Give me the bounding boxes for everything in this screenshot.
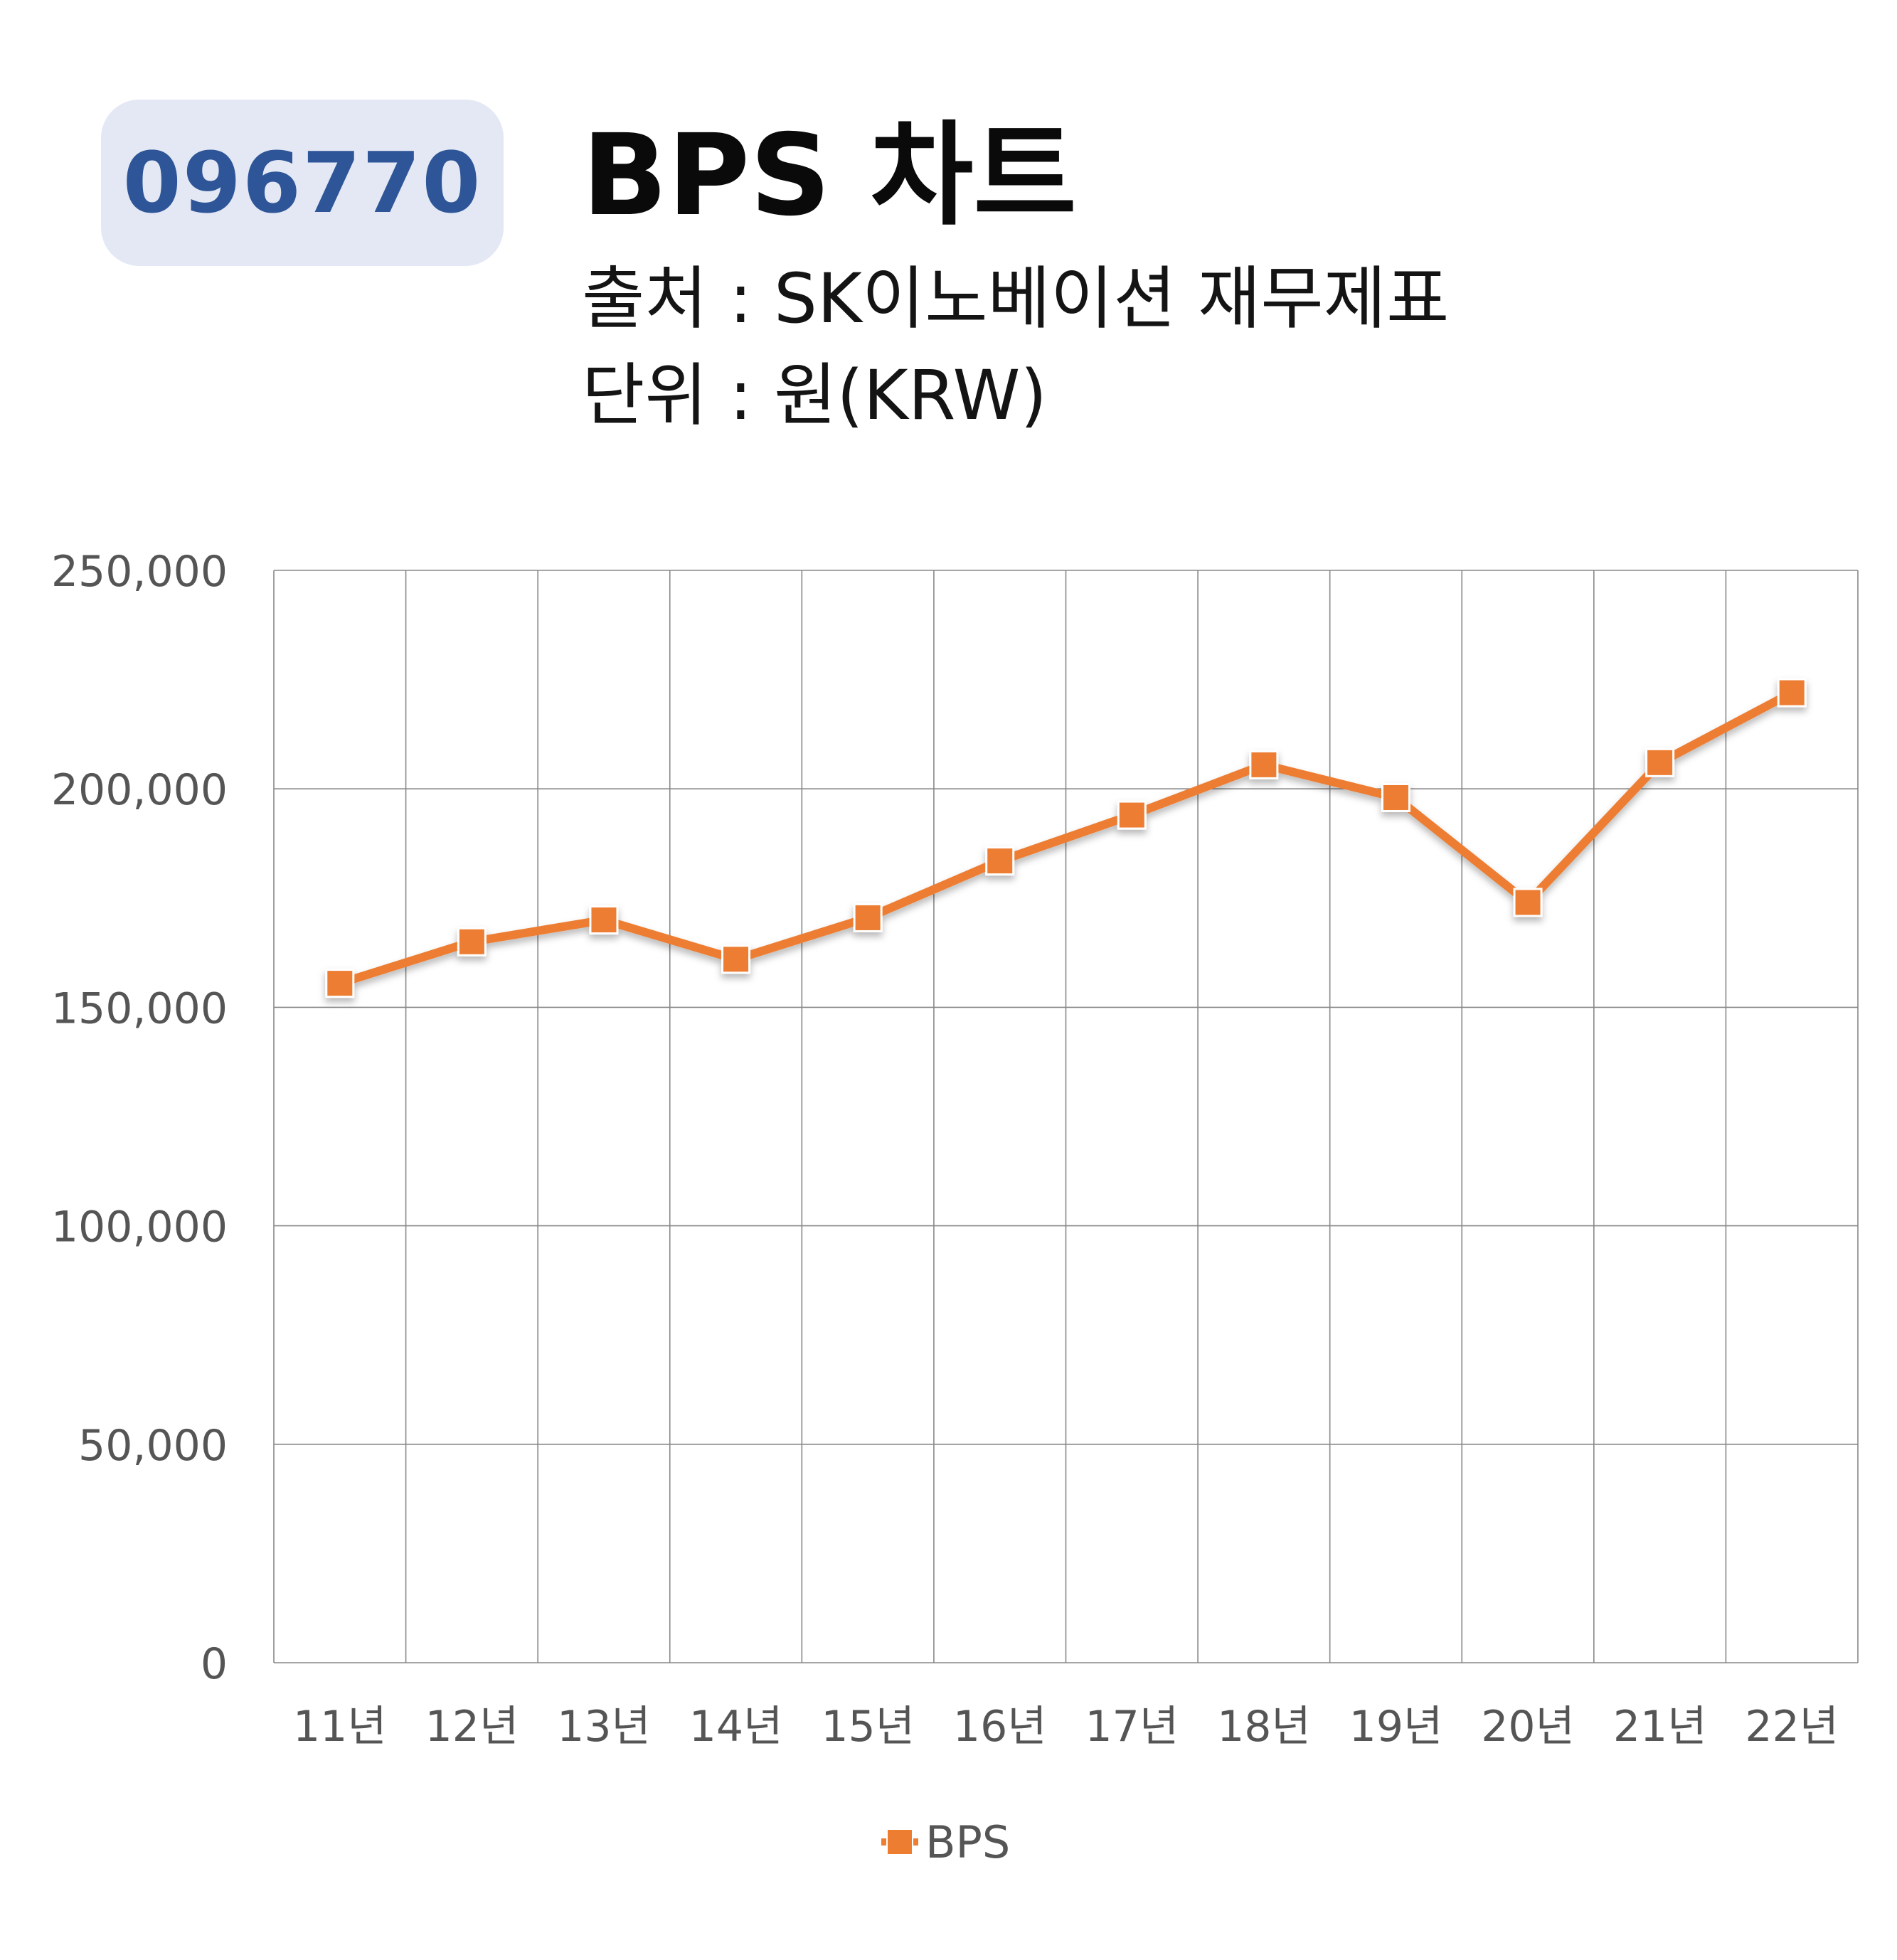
data-point-marker [1777,678,1807,708]
ticker-badge: 096770 [101,100,504,266]
series-line [335,688,1797,988]
data-point-marker [1381,782,1410,812]
data-point-marker [457,927,487,957]
x-tick-label: 20년 [1481,1702,1575,1752]
chart-title: BPS 차트 [582,110,1077,241]
x-tick-label: 13년 [557,1702,651,1752]
y-tick-label: 100,000 [51,1203,228,1252]
data-point-marker [325,969,355,998]
x-tick-label: 16년 [953,1702,1047,1752]
x-tick-label: 12년 [425,1702,519,1752]
x-tick-label: 17년 [1085,1702,1179,1752]
x-axis-ticks: 11년 12년 13년 14년 15년 16년 17년 18년 19년 20년 21년 22년 [293,1702,1839,1752]
y-tick-label: 250,000 [51,547,228,597]
legend: BPS [881,1816,1010,1868]
grid [273,570,1859,1663]
x-tick-label: 22년 [1745,1702,1839,1752]
x-tick-label: 19년 [1349,1702,1443,1752]
data-point-marker [721,944,751,974]
series-bps [325,678,1807,998]
x-tick-label: 15년 [821,1702,915,1752]
data-point-marker [1645,747,1675,777]
data-point-marker [1117,800,1147,830]
legend-label: BPS [925,1816,1010,1868]
y-tick-label: 200,000 [51,765,228,815]
data-point-marker [1513,888,1543,917]
data-point-marker [1249,750,1279,779]
data-point-marker [589,905,619,935]
source-note: 출처 : SK이노베이션 재무제표 [582,259,1450,339]
data-point-marker [853,902,883,932]
y-tick-label: 50,000 [78,1421,228,1471]
y-tick-label: 0 [201,1639,228,1689]
y-tick-label: 150,000 [51,984,228,1033]
x-tick-label: 21년 [1613,1702,1707,1752]
data-point-marker [985,846,1015,876]
x-tick-label: 14년 [689,1702,783,1752]
legend-swatch-marker [886,1828,913,1855]
x-tick-label: 11년 [293,1702,387,1752]
unit-note: 단위 : 원(KRW) [582,356,1047,435]
y-axis-ticks: 0 50,000 100,000 150,000 200,000 250,000 [51,547,228,1689]
x-tick-label: 18년 [1217,1702,1311,1752]
ticker-code: 096770 [122,134,482,232]
